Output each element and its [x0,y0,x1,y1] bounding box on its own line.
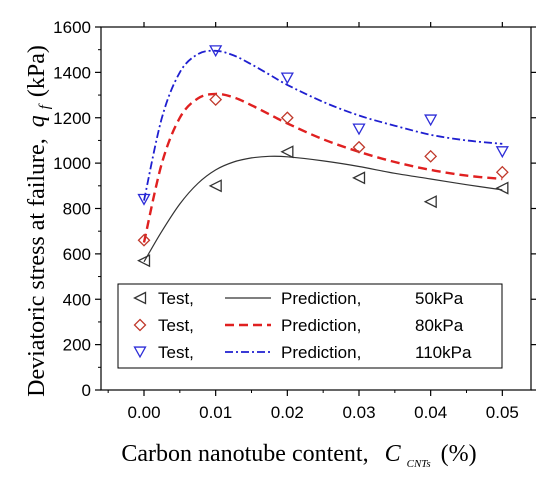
x-tick-label: 0.02 [271,403,304,422]
test-point-50kpa [352,171,366,185]
test-point-80kpa [495,165,509,179]
x-axis-title-subscript: CNTs [407,458,431,470]
prediction-lines [142,49,503,263]
legend: Test, Prediction, 50kPa Test, Prediction… [117,283,503,369]
test-markers [137,45,509,268]
test-point-110kpa [209,45,223,58]
legend-test-label-110kpa: Test, [158,343,194,362]
legend-entry-80kpa: Test, Prediction, 80kPa [133,316,464,335]
y-axis-title-symbol: q [24,115,50,127]
x-axis-title-symbol: C [385,441,402,467]
test-point-50kpa [137,254,151,268]
test-point-50kpa [208,179,222,193]
y-tick-label: 1600 [53,18,91,37]
legend-prediction-label-110kpa: Prediction, [281,343,361,362]
y-tick-label: 1200 [53,109,91,128]
y-tick-label: 600 [63,245,91,264]
legend-entry-110kpa: Test, Prediction, 110kPa [133,343,472,362]
prediction-line-80kpa [142,92,503,243]
legend-test-label-80kpa: Test, [158,316,194,335]
legend-pressure-80kpa: 80kPa [415,316,464,335]
test-point-50kpa [495,181,509,195]
test-point-80kpa [424,149,438,163]
legend-marker-test-80kpa [133,318,147,332]
x-axis-title-text: Carbon nanotube content, [121,441,368,467]
x-tick-label: 0.01 [199,403,232,422]
legend-test-label-50kpa: Test, [158,289,194,308]
test-point-80kpa [280,111,294,125]
y-tick-label: 400 [63,290,91,309]
test-point-110kpa [137,193,151,206]
svg-text:Deviatoric stress at failure,: Deviatoric stress at failure, q f (kPa) [24,45,55,397]
legend-box [117,283,503,369]
y-tick-label: 800 [63,200,91,219]
legend-pressure-50kpa: 50kPa [415,289,464,308]
x-tick-label: 0.04 [414,403,447,422]
test-point-80kpa [352,140,366,154]
legend-prediction-label-50kpa: Prediction, [281,289,361,308]
x-tick-label: 0.03 [342,403,375,422]
y-tick-label: 200 [63,336,91,355]
y-tick-label: 1400 [53,63,91,82]
x-tick-label: 0.00 [127,403,160,422]
test-point-110kpa [495,146,509,159]
legend-pressure-110kpa: 110kPa [415,343,472,362]
legend-marker-test-110kpa [133,346,147,359]
legend-marker-test-50kpa [133,291,147,305]
legend-prediction-label-80kpa: Prediction, [281,316,361,335]
test-point-50kpa [423,195,437,209]
y-axis-title: Deviatoric stress at failure, q f (kPa) [24,45,55,397]
axes: 0 200 400 600 800 1000 1200 1400 1600 0.00 0.01 0.0… [53,18,536,422]
y-tick-label: 0 [82,381,91,400]
test-point-110kpa [424,114,438,127]
y-axis-title-subscript: f [37,103,53,109]
test-point-50kpa [280,145,294,159]
test-point-80kpa [137,233,151,247]
legend-entry-50kpa: Test, Prediction, 50kPa [133,289,464,308]
x-tick-label: 0.05 [486,403,519,422]
y-axis-title-text: Deviatoric stress at failure, [24,138,50,397]
test-point-110kpa [352,123,366,136]
test-point-80kpa [209,93,223,107]
y-axis-title-unit: (kPa) [24,45,50,97]
x-axis-title: Carbon nanotube content, C CNTs (%) [121,441,476,473]
prediction-line-50kpa [143,155,503,263]
test-point-110kpa [280,72,294,85]
x-axis-title-unit: (%) [441,441,477,467]
prediction-line-110kpa [143,49,503,201]
y-tick-label: 1000 [53,154,91,173]
